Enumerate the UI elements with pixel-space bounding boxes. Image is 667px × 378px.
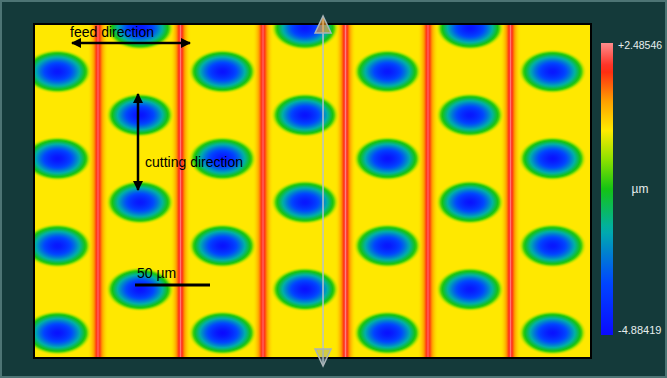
- dimple: [35, 223, 92, 268]
- ridge: [170, 25, 191, 357]
- dimple: [35, 49, 92, 94]
- dimple: [353, 49, 422, 94]
- surface: [35, 25, 590, 357]
- colorbar-tick-label: -4.88419: [618, 324, 661, 336]
- scale-bar: [135, 284, 210, 287]
- dimple: [271, 93, 340, 138]
- dimple: [106, 93, 175, 138]
- ridge: [335, 25, 356, 357]
- colorbar-unit: µm: [632, 182, 649, 196]
- colorbar: [601, 43, 613, 335]
- dimple: [188, 223, 257, 268]
- profile-handle-top[interactable]: [315, 16, 331, 33]
- dimple: [35, 310, 92, 355]
- annotation: feed direction: [70, 24, 154, 40]
- dimple: [106, 180, 175, 225]
- window-frame: [1, 1, 666, 377]
- figure: feed direction cutting direction 50 µm +2.4…: [0, 0, 667, 378]
- profile-line[interactable]: [322, 17, 324, 365]
- plot-frame: [34, 24, 591, 358]
- feed-arrow: [72, 42, 190, 45]
- dimple: [35, 136, 92, 181]
- profile-handle-bottom[interactable]: [315, 349, 331, 366]
- dimple: [188, 49, 257, 94]
- dimple: [188, 310, 257, 355]
- dimple: [436, 267, 505, 312]
- base-level: [35, 25, 590, 357]
- dimple: [436, 180, 505, 225]
- dimple: [518, 136, 587, 181]
- dimple: [271, 25, 340, 51]
- colorbar-tick-label: +2.48546: [618, 39, 662, 51]
- dimple: [353, 310, 422, 355]
- dimple: [353, 223, 422, 268]
- dimple: [436, 25, 505, 51]
- dimple: [518, 49, 587, 94]
- dimple: [518, 310, 587, 355]
- dimple: [271, 180, 340, 225]
- dimple: [353, 136, 422, 181]
- dimple: [436, 93, 505, 138]
- ridge: [500, 25, 521, 357]
- annotation: cutting direction: [145, 154, 243, 170]
- scale-bar-label: 50 µm: [137, 265, 176, 281]
- dimple: [271, 267, 340, 312]
- cutting-arrow: [137, 94, 140, 190]
- dimple: [518, 223, 587, 268]
